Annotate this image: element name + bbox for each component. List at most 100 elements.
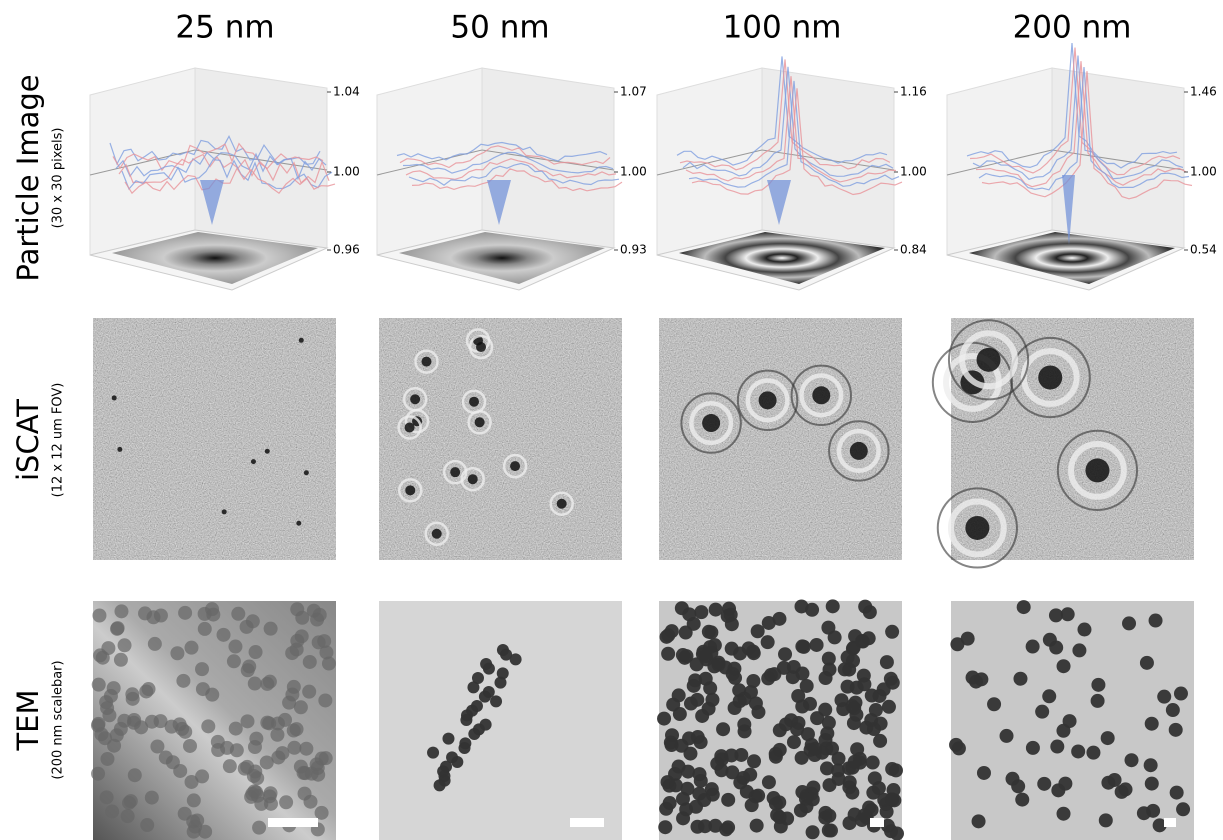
nanoparticle bbox=[206, 608, 220, 622]
particle bbox=[405, 485, 415, 495]
nanoparticle bbox=[229, 722, 243, 736]
nanoparticle bbox=[724, 608, 738, 622]
nanoparticle bbox=[841, 650, 855, 664]
surface-plot: 1.041.000.96 bbox=[90, 68, 360, 290]
nanoparticle bbox=[786, 670, 800, 684]
nanoparticle bbox=[1166, 703, 1180, 717]
nanoparticle bbox=[797, 640, 811, 654]
nanoparticle bbox=[769, 750, 783, 764]
nanoparticle bbox=[104, 689, 118, 703]
nanoparticle bbox=[124, 794, 138, 808]
nanoparticle bbox=[467, 681, 479, 693]
nanoparticle bbox=[828, 630, 842, 644]
nanoparticle bbox=[682, 607, 696, 621]
iscat-image bbox=[659, 318, 902, 560]
nanoparticle bbox=[198, 622, 212, 636]
z-tick-label: 0.93 bbox=[620, 243, 647, 257]
nanoparticle bbox=[1042, 689, 1056, 703]
nanoparticle bbox=[427, 747, 439, 759]
nanoparticle bbox=[140, 818, 154, 832]
nanoparticle bbox=[299, 742, 313, 756]
particle bbox=[117, 447, 122, 452]
surface-plot: 1.461.000.54 bbox=[947, 43, 1217, 290]
nanoparticle bbox=[672, 760, 686, 774]
nanoparticle bbox=[673, 707, 687, 721]
nanoparticle bbox=[1049, 641, 1063, 655]
nanoparticle bbox=[952, 741, 966, 755]
nanoparticle bbox=[1035, 705, 1049, 719]
tem-image bbox=[949, 600, 1194, 840]
particle bbox=[977, 348, 1001, 372]
nanoparticle bbox=[787, 735, 801, 749]
nanoparticle bbox=[683, 747, 697, 761]
nanoparticle bbox=[746, 644, 760, 658]
scalebar bbox=[268, 818, 318, 827]
nanoparticle bbox=[987, 697, 1001, 711]
nanoparticle bbox=[1050, 740, 1064, 754]
nanoparticle bbox=[510, 653, 522, 665]
nanoparticle bbox=[778, 647, 792, 661]
noise-field bbox=[659, 318, 902, 560]
z-tick-label: 1.00 bbox=[620, 165, 647, 179]
nanoparticle bbox=[303, 655, 317, 669]
nanoparticle bbox=[217, 628, 231, 642]
nanoparticle bbox=[102, 708, 116, 722]
nanoparticle bbox=[806, 825, 820, 839]
particle bbox=[450, 467, 460, 477]
particle bbox=[251, 459, 256, 464]
z-tick-label: 1.07 bbox=[620, 85, 647, 99]
nanoparticle bbox=[1017, 600, 1031, 614]
nanoparticle bbox=[460, 714, 472, 726]
nanoparticle bbox=[1011, 779, 1025, 793]
nanoparticle bbox=[264, 622, 278, 636]
nanoparticle bbox=[1058, 777, 1072, 791]
nanoparticle bbox=[184, 641, 198, 655]
row-label: TEM bbox=[11, 689, 45, 751]
nanoparticle bbox=[762, 775, 776, 789]
nanoparticle bbox=[186, 814, 200, 828]
nanoparticle bbox=[858, 600, 872, 614]
nanoparticle bbox=[873, 734, 887, 748]
nanoparticle bbox=[92, 678, 106, 692]
nanoparticle bbox=[1056, 724, 1070, 738]
nanoparticle bbox=[105, 805, 119, 819]
nanoparticle bbox=[1077, 623, 1091, 637]
particle bbox=[222, 509, 227, 514]
tem-background bbox=[379, 601, 622, 840]
nanoparticle bbox=[1176, 802, 1190, 816]
particle bbox=[299, 338, 304, 343]
particle bbox=[510, 461, 520, 471]
nanoparticle bbox=[126, 692, 140, 706]
column-title: 50 nm bbox=[450, 10, 549, 46]
scalebar bbox=[870, 818, 884, 827]
nanoparticle bbox=[227, 654, 241, 668]
nanoparticle bbox=[468, 728, 480, 740]
nanoparticle bbox=[665, 624, 679, 638]
nanoparticle bbox=[145, 791, 159, 805]
nanoparticle bbox=[479, 691, 491, 703]
nanoparticle bbox=[240, 714, 254, 728]
nanoparticle bbox=[100, 790, 114, 804]
nanoparticle bbox=[694, 605, 708, 619]
nanoparticle bbox=[695, 709, 709, 723]
nanoparticle bbox=[262, 716, 276, 730]
nanoparticle bbox=[107, 739, 121, 753]
nanoparticle bbox=[1091, 678, 1105, 692]
nanoparticle bbox=[1119, 782, 1133, 796]
nanoparticle bbox=[822, 652, 836, 666]
nanoparticle bbox=[1145, 777, 1159, 791]
nanoparticle bbox=[702, 625, 716, 639]
nanoparticle bbox=[950, 637, 964, 651]
nanoparticle bbox=[676, 792, 690, 806]
column-title: 25 nm bbox=[175, 10, 274, 46]
nanoparticle bbox=[1108, 773, 1122, 787]
nanoparticle bbox=[223, 759, 237, 773]
nanoparticle bbox=[1086, 746, 1100, 760]
nanoparticle bbox=[178, 606, 192, 620]
nanoparticle bbox=[176, 674, 190, 688]
nanoparticle bbox=[850, 742, 864, 756]
particle bbox=[112, 395, 117, 400]
nanoparticle bbox=[494, 677, 506, 689]
particle bbox=[265, 449, 270, 454]
nanoparticle bbox=[885, 625, 899, 639]
